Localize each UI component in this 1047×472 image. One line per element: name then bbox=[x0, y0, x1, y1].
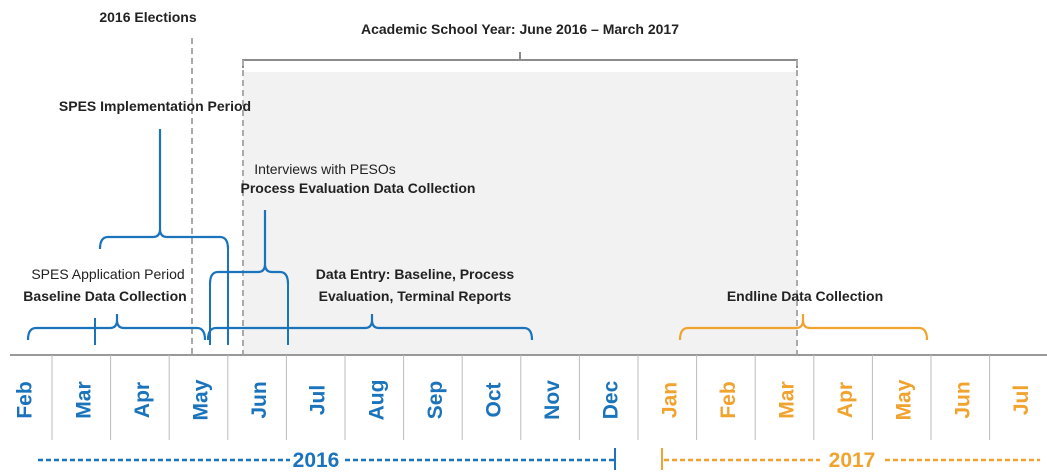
label: Evaluation, Terminal Reports bbox=[319, 288, 512, 304]
school-year-area bbox=[243, 72, 797, 355]
label: SPES Application Period bbox=[31, 266, 184, 282]
month-label: Jan bbox=[658, 382, 681, 418]
month-label: Mar bbox=[72, 381, 95, 418]
month-label: Dec bbox=[600, 380, 623, 419]
month-label: Jul bbox=[307, 385, 330, 415]
brace bbox=[206, 314, 534, 341]
label: Process Evaluation Data Collection bbox=[241, 180, 476, 196]
month-label: Apr bbox=[834, 382, 857, 418]
school-year-bracket bbox=[242, 52, 798, 68]
label: Data Entry: Baseline, Process bbox=[316, 266, 515, 282]
brace bbox=[208, 210, 290, 285]
label: Baseline Data Collection bbox=[23, 288, 186, 304]
month-label: Jun bbox=[951, 381, 974, 418]
label: 2016 Elections bbox=[99, 9, 196, 25]
brace bbox=[26, 314, 207, 341]
month-label: Apr bbox=[131, 382, 154, 418]
year-label: 2017 bbox=[829, 449, 876, 472]
month-label: Nov bbox=[541, 380, 564, 420]
month-label: Jul bbox=[1010, 385, 1033, 415]
brace bbox=[678, 314, 929, 341]
month-label: May bbox=[893, 379, 916, 420]
label: SPES Implementation Period bbox=[59, 98, 251, 114]
month-label: Oct bbox=[483, 382, 506, 417]
month-label: Feb bbox=[717, 381, 740, 418]
label: Interviews with PESOs bbox=[254, 161, 396, 177]
label: Endline Data Collection bbox=[727, 288, 883, 304]
month-label: Mar bbox=[776, 381, 799, 418]
month-label: Sep bbox=[424, 381, 447, 420]
brace bbox=[98, 129, 230, 250]
month-label: Feb bbox=[14, 381, 37, 418]
braces bbox=[26, 129, 929, 345]
month-label: Aug bbox=[365, 380, 388, 421]
months: Feb Mar Apr May Jun Jul Aug Sep Oct Nov Dec Jan Feb M… bbox=[14, 355, 1033, 440]
year-label: 2016 bbox=[293, 449, 340, 472]
month-label: Jun bbox=[248, 381, 271, 418]
month-label: May bbox=[190, 379, 213, 420]
years: 2016 2017 bbox=[38, 448, 1040, 472]
label: Academic School Year: June 2016 – March … bbox=[361, 21, 679, 37]
